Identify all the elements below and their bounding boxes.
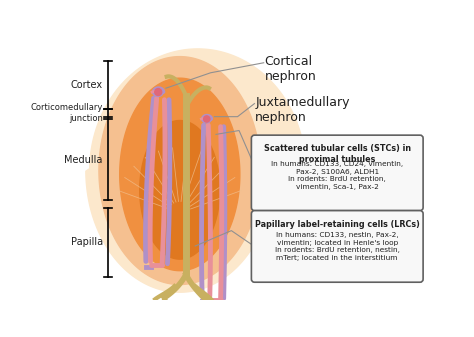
Text: Cortical
nephron: Cortical nephron [264, 55, 316, 83]
Text: In humans: CD133, CD24, vimentin,
Pax-2, S100A6, ALDH1
In rodents: BrdU retentio: In humans: CD133, CD24, vimentin, Pax-2,… [271, 161, 403, 190]
FancyBboxPatch shape [251, 135, 423, 211]
Text: Cortex: Cortex [71, 80, 103, 90]
Text: Medulla: Medulla [64, 155, 103, 165]
Polygon shape [86, 49, 306, 292]
FancyBboxPatch shape [251, 211, 423, 282]
Text: Corticomedullary
junction: Corticomedullary junction [30, 103, 103, 123]
Polygon shape [140, 121, 220, 259]
Circle shape [155, 89, 162, 95]
Text: Scattered tubular cells (STCs) in
proximal tubules: Scattered tubular cells (STCs) in proxim… [264, 144, 411, 164]
Text: Juxtamedullary
nephron: Juxtamedullary nephron [255, 96, 350, 124]
Polygon shape [120, 78, 240, 271]
Circle shape [204, 116, 210, 122]
Polygon shape [99, 57, 261, 284]
Text: Papillary label-retaining cells (LRCs): Papillary label-retaining cells (LRCs) [255, 220, 419, 229]
Text: Papilla: Papilla [71, 237, 103, 247]
Text: In humans: CD133, nestin, Pax-2,
vimentin; located in Henle's loop
In rodents: B: In humans: CD133, nestin, Pax-2, vimenti… [275, 232, 400, 261]
